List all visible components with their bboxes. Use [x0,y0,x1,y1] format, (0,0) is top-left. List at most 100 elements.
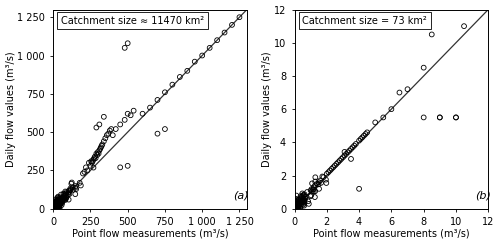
Point [388,107,396,111]
Point [108,127,116,131]
Point [339,155,347,159]
Point [54,203,62,207]
Point [88,159,96,163]
Point [54,200,62,203]
Point [54,197,62,201]
Point [56,198,64,202]
Point [460,24,468,28]
Point [50,206,58,210]
Point [59,197,67,201]
Point [352,142,360,146]
Point [213,38,221,42]
Point [50,207,58,211]
Point [52,207,60,211]
Point [94,150,102,154]
Point [292,207,300,211]
Point [342,152,350,156]
Point [50,205,58,209]
Point [50,205,58,209]
Point [347,157,355,161]
Point [62,193,70,197]
Point [51,206,59,210]
Text: Catchment size = 73 km²: Catchment size = 73 km² [302,16,427,26]
Point [307,193,315,197]
Point [53,204,61,208]
Point [154,132,162,136]
Point [436,115,444,119]
Point [296,194,304,198]
Point [72,187,80,191]
Point [54,198,62,202]
Point [56,198,64,202]
Point [50,206,58,210]
Point [292,207,300,211]
Point [326,169,334,173]
Point [292,206,300,210]
Point [358,135,366,139]
Point [50,205,58,209]
Point [60,195,68,199]
Point [57,200,65,204]
Point [371,121,379,124]
Point [293,207,301,211]
Point [60,193,68,197]
Point [50,204,58,208]
Point [91,155,99,159]
Point [52,206,60,210]
Point [59,196,67,200]
Point [355,139,363,143]
Point [126,113,134,117]
Point [94,152,102,155]
Point [54,203,62,207]
Point [50,207,58,211]
Point [360,134,368,138]
Point [52,207,60,211]
Point [296,201,304,205]
Point [54,200,62,204]
Point [50,206,58,210]
Point [68,185,76,189]
Point [100,115,108,119]
Point [299,203,307,207]
Point [311,195,319,199]
Point [51,201,59,205]
Point [291,202,299,206]
Point [294,207,302,211]
Point [306,189,314,193]
Point [52,204,60,208]
Point [300,202,308,206]
Point [90,166,98,170]
Point [452,115,460,119]
Point [54,206,62,210]
Point [51,203,59,207]
Point [54,202,62,206]
Point [50,206,58,210]
Point [50,205,58,209]
Point [68,181,76,184]
Point [290,203,298,207]
Point [56,201,64,205]
Point [58,196,66,200]
Point [56,207,64,211]
Point [52,204,60,208]
Point [318,174,326,178]
Point [51,203,59,207]
Point [50,207,58,211]
Point [51,207,59,211]
Point [299,198,307,202]
Point [66,192,74,196]
Point [297,197,305,201]
Point [54,198,62,202]
Point [50,207,58,211]
Point [52,203,60,207]
Point [54,196,62,200]
Point [380,115,388,119]
Point [340,150,348,154]
Point [298,200,306,203]
Point [312,175,320,179]
Point [50,207,58,211]
Point [102,136,110,140]
Point [55,203,63,207]
Point [52,203,60,207]
Point [294,207,302,211]
